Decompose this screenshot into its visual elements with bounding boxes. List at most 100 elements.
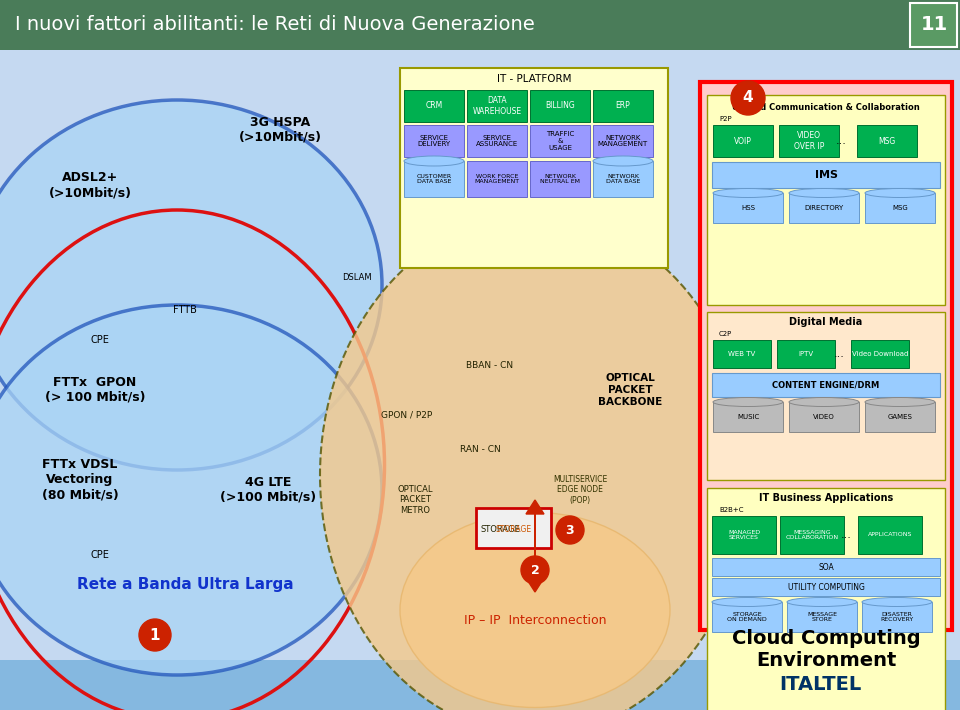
Text: STORAGE
ON DEMAND: STORAGE ON DEMAND [727,611,767,623]
Text: IP – IP  Interconnection: IP – IP Interconnection [464,613,607,626]
Ellipse shape [713,398,783,407]
Bar [700,82,952,630]
Bar [858,516,922,554]
Bar [404,125,464,157]
Bar [404,161,464,197]
Text: CPE: CPE [90,335,109,345]
Bar [779,125,839,157]
Bar [0,0,960,50]
Bar [713,125,773,157]
Text: P2P: P2P [719,116,732,122]
Bar [865,193,935,223]
Text: MULTISERVICE
EDGE NODE
(POP): MULTISERVICE EDGE NODE (POP) [553,475,607,505]
Bar [0,660,960,710]
Text: MSG: MSG [878,136,896,146]
Bar [0,50,960,665]
Bar [787,602,857,632]
Bar [713,402,783,432]
Text: ...: ... [841,530,852,540]
Ellipse shape [789,188,859,197]
Text: IT - PLATFORM: IT - PLATFORM [496,74,571,84]
Bar [593,125,653,157]
Text: 4: 4 [743,90,754,106]
Bar [713,340,771,368]
Text: HSS: HSS [741,205,755,211]
Text: ADSL2+
(>10Mbit/s): ADSL2+ (>10Mbit/s) [49,171,132,199]
Text: MUSIC: MUSIC [737,414,759,420]
Text: NETWORK
NEUTRAL EM: NETWORK NEUTRAL EM [540,174,580,185]
Bar [713,193,783,223]
Text: FTTx VDSL
Vectoring
(80 Mbit/s): FTTx VDSL Vectoring (80 Mbit/s) [41,459,118,501]
FancyArrow shape [526,500,544,555]
Ellipse shape [787,598,857,606]
Ellipse shape [865,398,935,407]
Bar [712,516,776,554]
Bar [712,162,940,188]
Text: 3: 3 [565,523,574,537]
Text: CONTENT ENGINE/DRM: CONTENT ENGINE/DRM [773,381,879,390]
Text: STORAGE: STORAGE [480,525,520,535]
Text: 11: 11 [921,16,948,35]
Bar [530,90,590,122]
Text: DATA
WAREHOUSE: DATA WAREHOUSE [472,97,521,116]
Ellipse shape [789,398,859,407]
Bar [400,68,668,268]
Text: NETWORK
MANAGEMENT: NETWORK MANAGEMENT [598,134,648,148]
Text: OPTICAL
PACKET
METRO: OPTICAL PACKET METRO [397,485,433,515]
Bar [789,193,859,223]
Text: BBAN - CN: BBAN - CN [467,361,514,369]
Ellipse shape [0,305,382,675]
Text: WORK FORCE
MANAGEMENT: WORK FORCE MANAGEMENT [474,174,519,185]
Text: MESSAGING
COLLABORATION: MESSAGING COLLABORATION [785,530,839,540]
Ellipse shape [713,188,783,197]
Text: 2: 2 [531,564,540,577]
Circle shape [556,516,584,544]
Text: CRM: CRM [425,102,443,111]
Text: DISASTER
RECOVERY: DISASTER RECOVERY [880,611,914,623]
Text: MESSAGE
STORE: MESSAGE STORE [807,611,837,623]
Text: VIDEO: VIDEO [813,414,835,420]
Bar [857,125,917,157]
Bar [712,602,782,632]
Text: DSLAM: DSLAM [342,273,372,281]
Text: Unified Communication & Collaboration: Unified Communication & Collaboration [732,102,920,111]
Bar [593,90,653,122]
Text: MANAGED
SERVICES: MANAGED SERVICES [728,530,760,540]
Circle shape [521,556,549,584]
Ellipse shape [593,156,653,166]
Text: 1: 1 [150,628,160,643]
Bar [467,161,527,197]
Text: Cloud Computing
Environment: Cloud Computing Environment [732,630,921,670]
Bar [707,312,945,480]
Text: CPE: CPE [90,550,109,560]
Bar [780,516,844,554]
Text: SERVICE
DELIVERY: SERVICE DELIVERY [418,134,450,148]
Ellipse shape [320,215,750,710]
Text: VOIP: VOIP [734,136,752,146]
Bar [530,161,590,197]
Text: 4G LTE
(>100 Mbit/s): 4G LTE (>100 Mbit/s) [220,476,316,504]
Bar [862,602,932,632]
Text: Video Download: Video Download [852,351,908,357]
Bar [712,578,940,596]
Text: SERVICE
ASSURANCE: SERVICE ASSURANCE [476,134,518,148]
Bar [593,161,653,197]
Text: IPTV: IPTV [799,351,813,357]
Text: B2B+C: B2B+C [719,507,743,513]
Ellipse shape [404,156,464,166]
Bar [530,125,590,157]
Text: I nuovi fattori abilitanti: le Reti di Nuova Generazione: I nuovi fattori abilitanti: le Reti di N… [15,16,535,35]
Text: 3G HSPA
(>10Mbit/s): 3G HSPA (>10Mbit/s) [238,116,322,144]
Text: C2P: C2P [719,331,732,337]
FancyArrow shape [526,537,544,592]
Text: NETWORK
DATA BASE: NETWORK DATA BASE [606,174,640,185]
Bar [777,340,835,368]
Ellipse shape [865,188,935,197]
Ellipse shape [400,513,670,707]
Text: ERP: ERP [615,102,631,111]
Text: BILLING: BILLING [545,102,575,111]
Text: STORAGE: STORAGE [496,525,532,535]
Bar [712,558,940,576]
Bar [467,90,527,122]
Circle shape [731,81,765,115]
